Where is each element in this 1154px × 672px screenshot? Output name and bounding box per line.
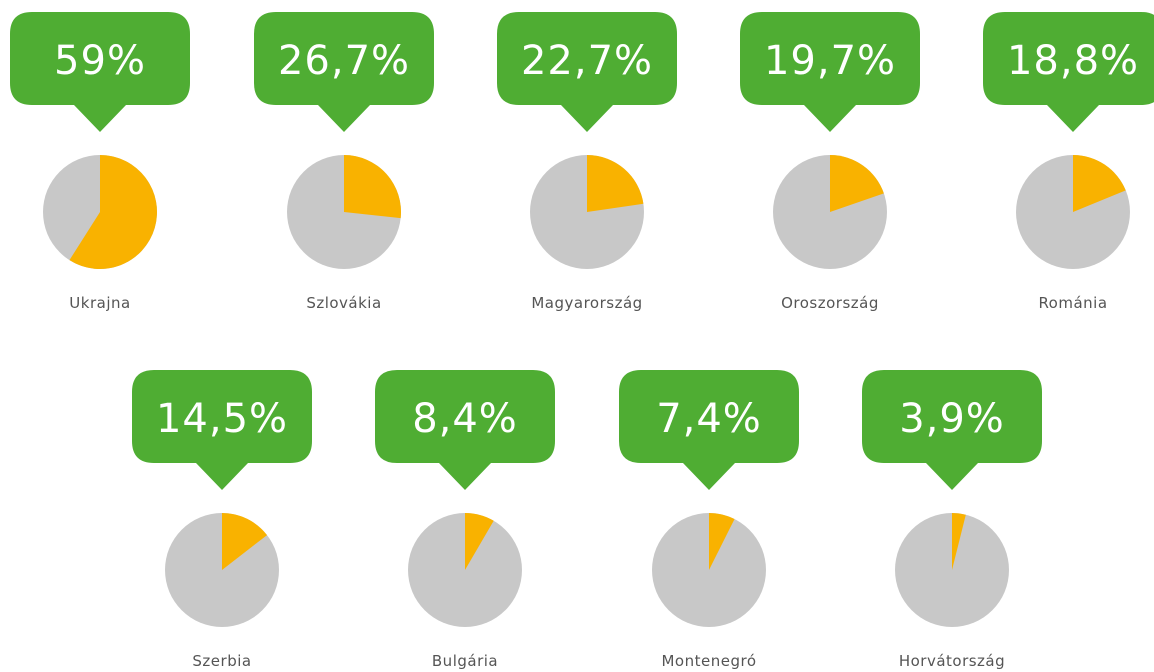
pie-slice [222,513,268,570]
callout [132,370,312,490]
value-label: 18,8% [1007,38,1139,84]
category-label: Montenegró [661,652,756,670]
value-label: 59% [54,38,146,84]
pie-slice [952,513,966,570]
category-label: Horvátország [899,652,1005,670]
value-label: 22,7% [521,38,653,84]
callout [619,370,799,490]
category-label: Szlovákia [306,294,381,312]
callout [254,12,434,132]
value-label: 14,5% [156,396,288,442]
callout [740,12,920,132]
category-label: Románia [1038,294,1107,312]
value-label: 8,4% [412,396,518,442]
pie-slice [344,155,401,219]
pie-slice [587,155,644,212]
callout [983,12,1154,132]
value-label: 26,7% [278,38,410,84]
category-label: Bulgária [432,652,498,670]
callout [375,370,555,490]
value-label: 3,9% [899,396,1005,442]
category-label: Magyarország [531,294,642,312]
callout [862,370,1042,490]
pie-slice [1073,155,1126,212]
pie-slice [709,513,735,570]
value-label: 7,4% [656,396,762,442]
category-label: Ukrajna [69,294,130,312]
callout [10,12,190,132]
pie-slice [465,513,494,570]
value-label: 19,7% [764,38,896,84]
pie-slice [69,155,158,269]
category-label: Oroszország [781,294,879,312]
category-label: Szerbia [192,652,251,670]
callout [497,12,677,132]
pie-slice [830,155,884,212]
